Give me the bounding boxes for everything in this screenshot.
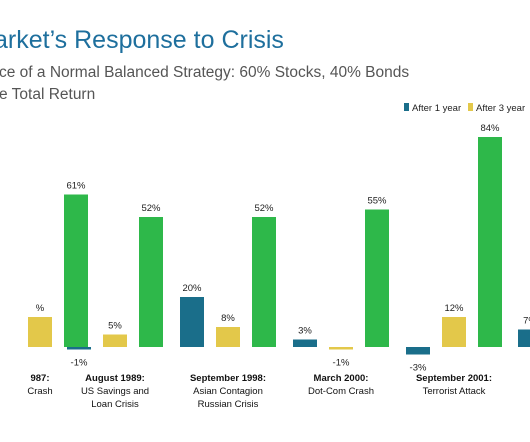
chart-legend: After 1 year After 3 year: [404, 103, 525, 114]
bar-after-3-years-3: [329, 347, 353, 350]
value-label-after-5-years-3: 55%: [367, 196, 387, 207]
category-desc-4-0: Terrorist Attack: [423, 386, 486, 397]
category-desc-1-1: Loan Crisis: [91, 399, 139, 410]
value-label-after-5-years-2: 52%: [254, 203, 274, 214]
legend-swatch-after-1-year: [404, 103, 409, 111]
bar-after-1-year-4: [406, 347, 430, 355]
bar-after-1-year-5: [518, 329, 530, 347]
bar-after-1-year-3: [293, 339, 317, 347]
bar-after-3-years-0: [28, 317, 52, 347]
category-desc-2-0: Asian Contagion: [193, 386, 263, 397]
value-label-after-3-years-1: 5%: [108, 321, 122, 332]
category-desc-3-0: Dot-Com Crash: [308, 386, 374, 397]
chart-subtitle-line2: e Total Return: [0, 86, 96, 103]
value-label-after-1-year-2: 20%: [182, 283, 202, 294]
category-date-0: 987:: [30, 373, 49, 384]
category-date-1: August 1989:: [85, 373, 145, 384]
bar-after-3-years-2: [216, 327, 240, 347]
value-label-after-1-year-3: 3%: [298, 326, 312, 337]
value-label-after-3-years-0: %: [36, 303, 45, 314]
category-date-4: September 2001:: [416, 373, 492, 384]
bar-after-1-year-2: [180, 297, 204, 347]
value-label-after-1-year-4: -3%: [410, 363, 427, 374]
category-date-3: March 2000:: [314, 373, 369, 384]
category-desc-0-0: Crash: [27, 386, 52, 397]
bar-after-5-years-2: [252, 217, 276, 347]
bar-after-5-years-0: [64, 194, 88, 347]
chart-subtitle: ce of a Normal Balanced Strategy: 60% St…: [0, 64, 410, 81]
value-label-after-1-year-5: 7%: [523, 316, 530, 327]
legend-swatch-after-3-years: [468, 103, 473, 111]
value-label-after-3-years-4: 12%: [444, 303, 464, 314]
value-label-after-5-years-0: 61%: [66, 181, 86, 192]
bar-after-5-years-1: [139, 217, 163, 347]
chart-title: arket’s Response to Crisis: [0, 26, 284, 54]
value-label-after-3-years-2: 8%: [221, 313, 235, 324]
bar-after-3-years-4: [442, 317, 466, 347]
value-label-after-5-years-4: 84%: [480, 123, 500, 134]
legend-label-after-1-year: After 1 year: [412, 103, 461, 114]
bar-after-5-years-4: [478, 137, 502, 347]
value-label-after-3-years-3: -1%: [333, 358, 350, 369]
legend-label-after-3-years: After 3 year: [476, 103, 525, 114]
category-date-2: September 1998:: [190, 373, 266, 384]
category-desc-2-1: Russian Crisis: [198, 399, 259, 410]
bar-after-5-years-3: [365, 209, 389, 347]
category-labels-layer: 987: Crash August 1989: US Savings and Loan …: [27, 373, 492, 410]
value-label-after-1-year-1: -1%: [71, 358, 88, 369]
category-desc-1-0: US Savings and: [81, 386, 149, 397]
bar-after-3-years-1: [103, 334, 127, 347]
bar-after-1-year-1: [67, 347, 91, 350]
bars-layer: [28, 137, 530, 355]
value-labels-layer: -1% 20% 3% -3% 7%% 5% 8% -1% 12% 61% 52% 52% 55% 84%: [36, 123, 530, 374]
value-label-after-5-years-1: 52%: [141, 203, 161, 214]
